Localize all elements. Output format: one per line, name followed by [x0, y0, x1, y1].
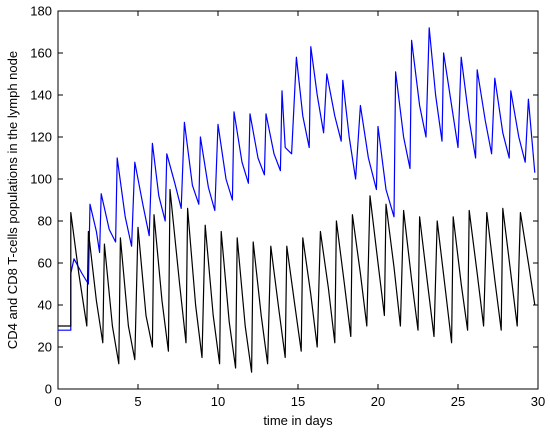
- x-tick-label: 10: [211, 394, 225, 409]
- y-tick-label: 0: [45, 382, 52, 397]
- y-tick-label: 140: [30, 88, 52, 103]
- y-axis-label: CD4 and CD8 T-cells populations in the l…: [5, 51, 20, 349]
- y-tick-label: 100: [30, 172, 52, 187]
- x-tick-label: 30: [531, 394, 545, 409]
- series-line-1: [58, 27, 536, 331]
- x-tick-label: 0: [54, 394, 61, 409]
- y-tick-label: 180: [30, 4, 52, 19]
- y-tick-label: 40: [38, 298, 52, 313]
- x-axis-label: time in days: [263, 413, 333, 428]
- x-tick-label: 25: [451, 394, 465, 409]
- y-tick-label: 60: [38, 256, 52, 271]
- x-tick-label: 5: [134, 394, 141, 409]
- y-tick-label: 20: [38, 340, 52, 355]
- x-tick-label: 20: [371, 394, 385, 409]
- x-tick-label: 15: [291, 394, 305, 409]
- x-axis-ticks: 0 5 10 15 20 25 30: [54, 11, 545, 409]
- y-axis-ticks: 0 20 40 60 80 100 120 140 160 180: [30, 4, 538, 397]
- y-tick-label: 160: [30, 46, 52, 61]
- series-line-2: [58, 188, 536, 373]
- y-tick-label: 120: [30, 130, 52, 145]
- series-layer: [58, 27, 536, 373]
- y-tick-label: 80: [38, 214, 52, 229]
